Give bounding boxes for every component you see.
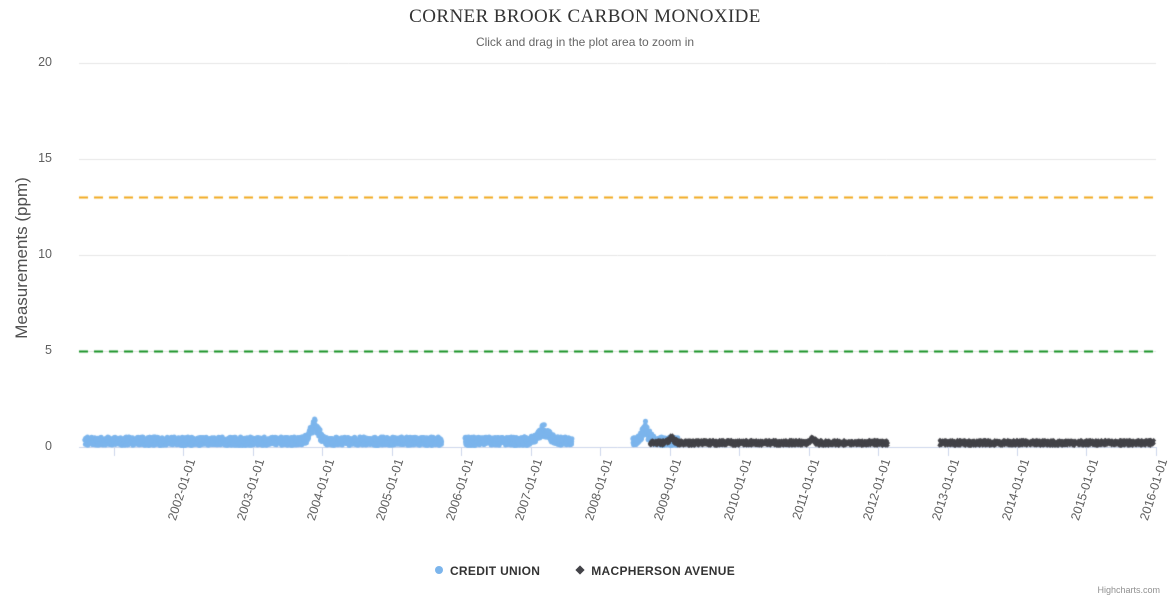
y-tick-label: 20 [38,55,52,69]
circle-marker-icon [434,565,443,574]
highcharts-credits[interactable]: Highcharts.com [1097,585,1160,595]
y-tick-label: 15 [38,151,52,165]
legend-item-2[interactable]: MACPHERSON AVENUE [575,563,736,578]
y-tick-label: 10 [38,247,52,261]
y-tick-label: 5 [45,343,52,357]
legend-item-label: MACPHERSON AVENUE [591,563,736,578]
chart-legend[interactable]: CREDIT UNION MACPHERSON AVENUE [0,563,1170,578]
legend-item-1[interactable]: CREDIT UNION [434,563,541,578]
legend-item-label: CREDIT UNION [449,563,541,578]
diamond-marker-icon [575,565,585,575]
y-tick-label: 0 [45,439,52,453]
